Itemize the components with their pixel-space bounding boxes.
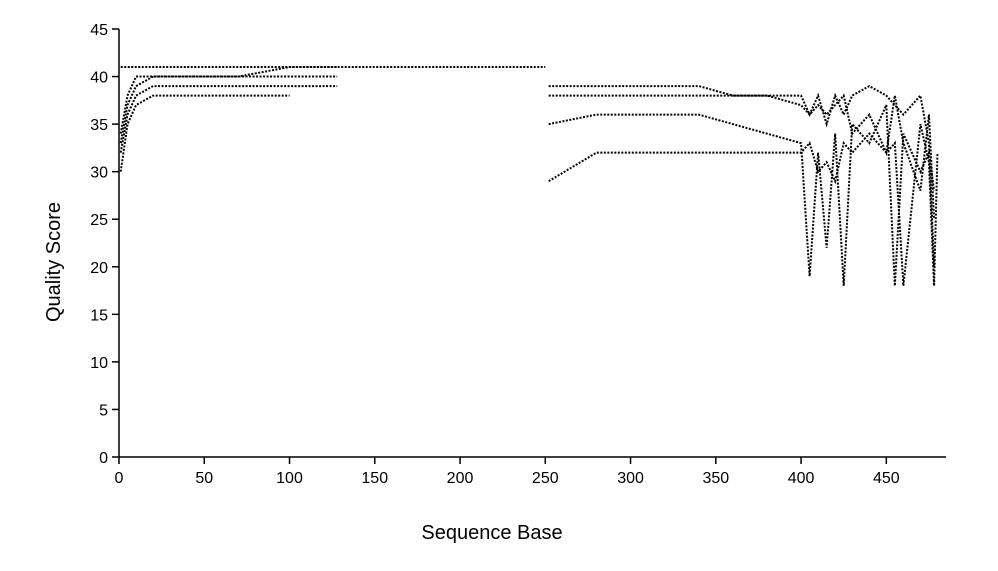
y-tick-label: 10 — [90, 355, 108, 372]
x-tick-label: 450 — [873, 470, 900, 487]
y-tick-label: 5 — [99, 402, 108, 419]
y-tick-label: 15 — [90, 307, 108, 324]
y-tick-label: 40 — [90, 70, 108, 87]
x-tick-label: 250 — [532, 470, 559, 487]
x-tick-label: 200 — [447, 470, 474, 487]
x-tick-label: 100 — [276, 470, 303, 487]
x-tick-label: 400 — [788, 470, 815, 487]
y-tick-label: 30 — [90, 165, 108, 182]
x-tick-label: 150 — [361, 470, 388, 487]
x-tick-label: 300 — [617, 470, 644, 487]
y-tick-label: 25 — [90, 212, 108, 229]
x-axis-label: Sequence Base — [421, 522, 562, 544]
quality-line — [119, 85, 936, 286]
y-tick-label: 35 — [90, 117, 108, 134]
y-tick-label: 20 — [90, 260, 108, 277]
y-axis-label: Quality Score — [43, 202, 65, 322]
y-tick-label: 0 — [99, 450, 108, 467]
quality-line — [119, 94, 939, 286]
x-tick-label: 0 — [115, 470, 124, 487]
x-tick-label: 50 — [195, 470, 213, 487]
x-tick-label: 350 — [702, 470, 729, 487]
quality-line — [119, 75, 936, 220]
y-tick-label: 45 — [90, 22, 108, 39]
quality-line — [119, 66, 936, 267]
